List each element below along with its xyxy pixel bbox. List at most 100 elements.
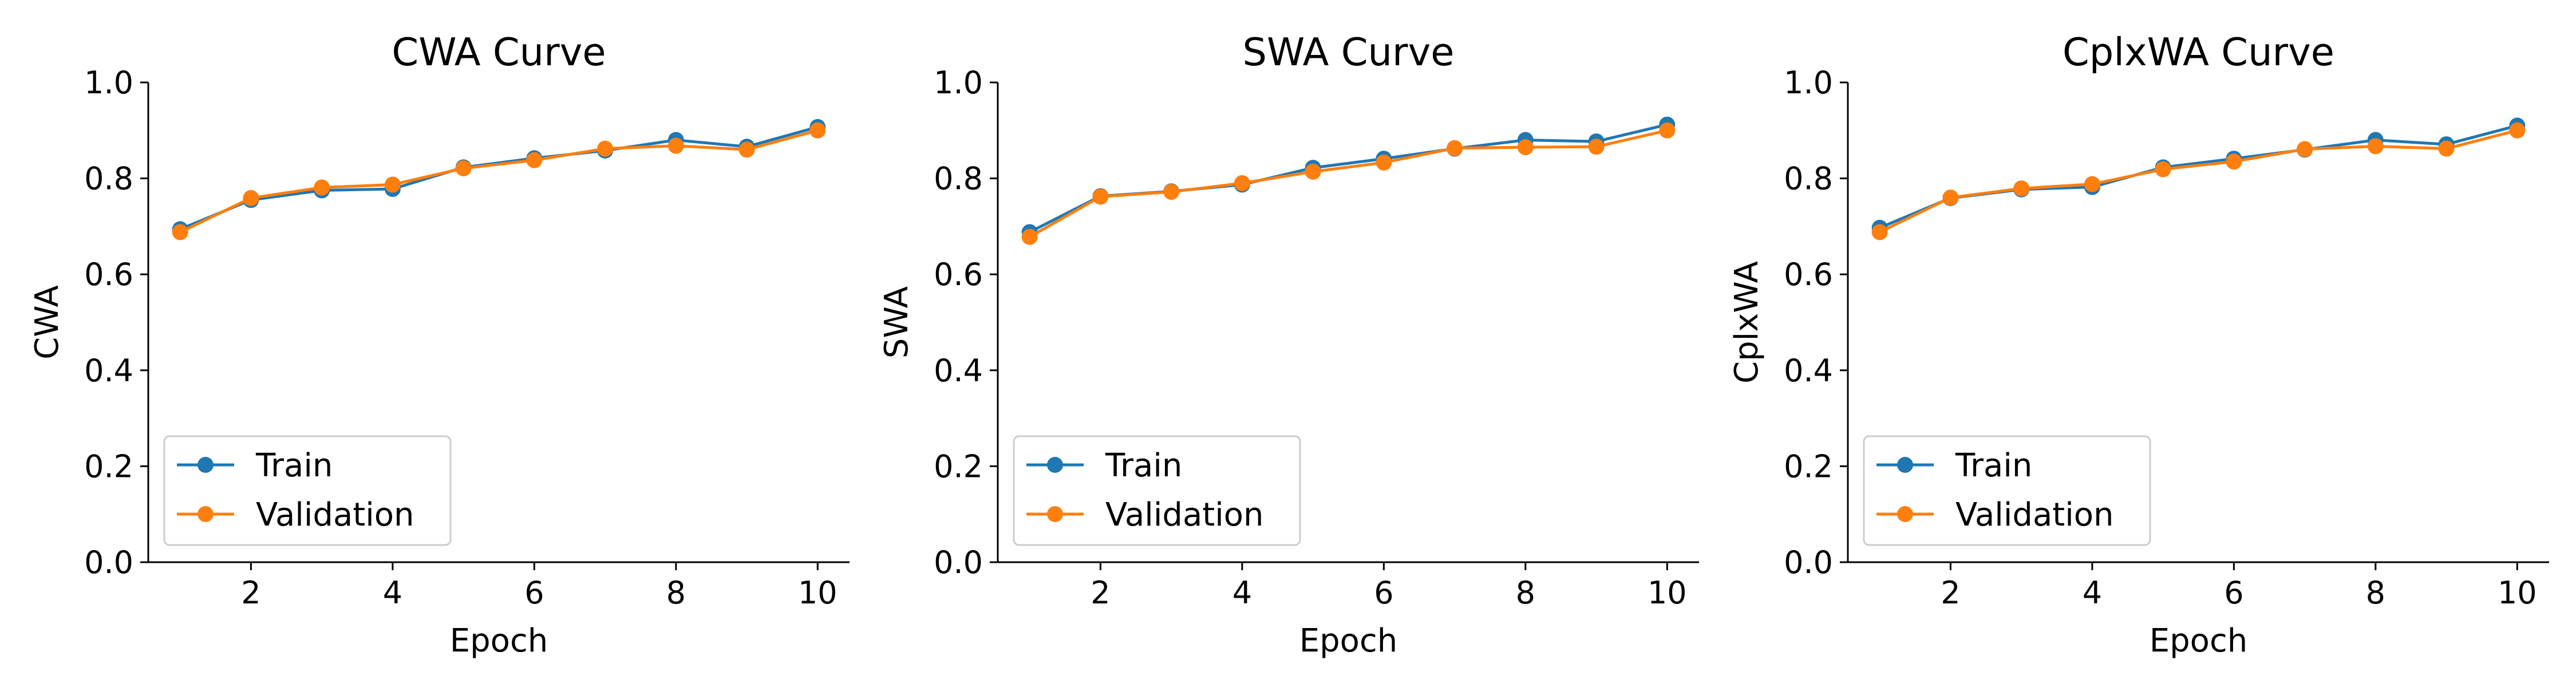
y-axis-label: SWA [878,286,915,358]
x-tick-label: 2 [1941,575,1960,611]
y-tick-label: 0.4 [84,353,133,389]
y-tick-label: 0.8 [934,161,983,197]
chart-cwa: CWA Curve 0.0 0.2 0.4 0.6 0.8 1.0 2 4 6 8 10 Epoch CW… [29,30,850,660]
y-tick-label: 0.6 [1784,256,1833,293]
x-tick-label: 10 [1647,575,1687,611]
legend-label-validation: Validation [1955,496,2114,534]
data-point-validation [172,224,188,240]
legend-label-train: Train [1105,447,1182,484]
data-point-validation [1659,122,1676,139]
series-line-train [1879,124,2518,230]
y-tick-label: 0.6 [84,256,133,293]
data-point-validation [1021,228,1038,245]
x-tick-label: 6 [1374,575,1393,611]
x-tick-label: 8 [1516,575,1535,611]
y-axis-label: CplxWA [1728,261,1765,384]
data-point-validation [384,176,401,193]
chart-swa: SWA Curve 0.0 0.2 0.4 0.6 0.8 1.0 2 4 6 8 10 Epoch SW… [878,30,1699,660]
data-point-validation [1588,139,1605,155]
data-point-validation [2367,138,2384,155]
x-tick-label: 6 [2224,575,2243,611]
legend-marker-validation [197,506,214,522]
x-tick-label: 10 [798,575,837,611]
x-tick-label: 4 [1232,575,1252,611]
chart-title: SWA Curve [1243,30,1455,74]
y-tick-label: 1.0 [84,65,133,101]
legend-box [1863,435,2151,546]
data-point-validation [314,179,330,196]
data-point-validation [1092,188,1109,205]
x-axis-label: Epoch [450,622,548,660]
y-tick-label: 0.6 [934,256,983,293]
chart-cplxwa: CplxWA Curve 0.0 0.2 0.4 0.6 0.8 1.0 2 4 6 8 10 Epoc… [1728,30,2549,660]
data-point-validation [1942,189,1959,206]
data-point-validation [1163,184,1180,200]
data-point-validation [2438,140,2455,157]
x-axis-label: Epoch [1299,622,1397,660]
data-point-validation [2155,161,2171,177]
legend-box [1013,435,1301,546]
data-point-validation [1305,163,1321,180]
legend-marker-train [1047,457,1063,473]
y-tick-label: 1.0 [934,65,983,101]
y-tick-label: 0.4 [1784,353,1833,389]
legend-label-train: Train [255,447,333,484]
x-tick-label: 4 [2083,575,2102,611]
series-line-validation [1029,129,1668,239]
legend-marker-train [197,457,214,473]
y-tick-label: 0.0 [84,544,133,581]
y-tick-label: 0.0 [934,544,983,581]
data-point-validation [2084,176,2100,192]
y-tick-label: 0.4 [934,353,983,389]
x-tick-label: 8 [666,575,686,611]
legend-marker-validation [1047,506,1063,522]
x-tick-label: 2 [241,575,260,611]
chart-title: CplxWA Curve [2063,30,2334,74]
x-axis-label: Epoch [2150,622,2247,660]
data-point-validation [526,152,543,168]
legend-label-validation: Validation [256,496,414,534]
data-point-validation [2509,122,2526,139]
legend: Train Validation [163,435,452,546]
y-tick-label: 0.8 [1784,161,1833,197]
x-tick-label: 4 [383,575,402,611]
data-point-validation [1517,139,1534,156]
chart-title: CWA Curve [392,30,606,74]
data-point-validation [1871,224,1888,240]
data-point-validation [1234,175,1250,191]
x-tick-label: 10 [2498,575,2537,611]
data-point-validation [2297,141,2313,157]
data-point-validation [455,160,472,177]
y-tick-label: 0.2 [1784,448,1833,484]
data-point-validation [1376,154,1392,171]
legend-box [163,435,452,546]
y-tick-label: 0.2 [84,448,133,484]
legend-marker-train [1897,457,1913,473]
y-tick-label: 0.8 [84,161,133,197]
series-line-train [179,125,818,231]
series-line-validation [179,129,818,234]
y-tick-label: 1.0 [1784,65,1833,101]
data-point-validation [243,189,259,206]
y-tick-label: 0.0 [1784,544,1833,581]
data-point-validation [597,140,614,157]
data-point-validation [809,122,826,139]
data-point-validation [2013,180,2030,197]
legend: Train Validation [1863,435,2151,546]
series-line-validation [1879,129,2518,234]
x-tick-label: 6 [524,575,544,611]
legend-label-train: Train [1955,447,2032,484]
legend: Train Validation [1013,435,1301,546]
legend-label-validation: Validation [1105,496,1264,534]
x-tick-label: 8 [2366,575,2385,611]
series-line-train [1029,123,1668,234]
data-point-validation [667,137,684,154]
data-point-validation [1447,140,1463,156]
y-axis-label: CWA [29,285,66,360]
data-point-validation [2226,153,2242,170]
legend-marker-validation [1897,506,1913,522]
data-point-validation [738,141,755,158]
y-tick-label: 0.2 [934,448,983,484]
x-tick-label: 2 [1091,575,1110,611]
